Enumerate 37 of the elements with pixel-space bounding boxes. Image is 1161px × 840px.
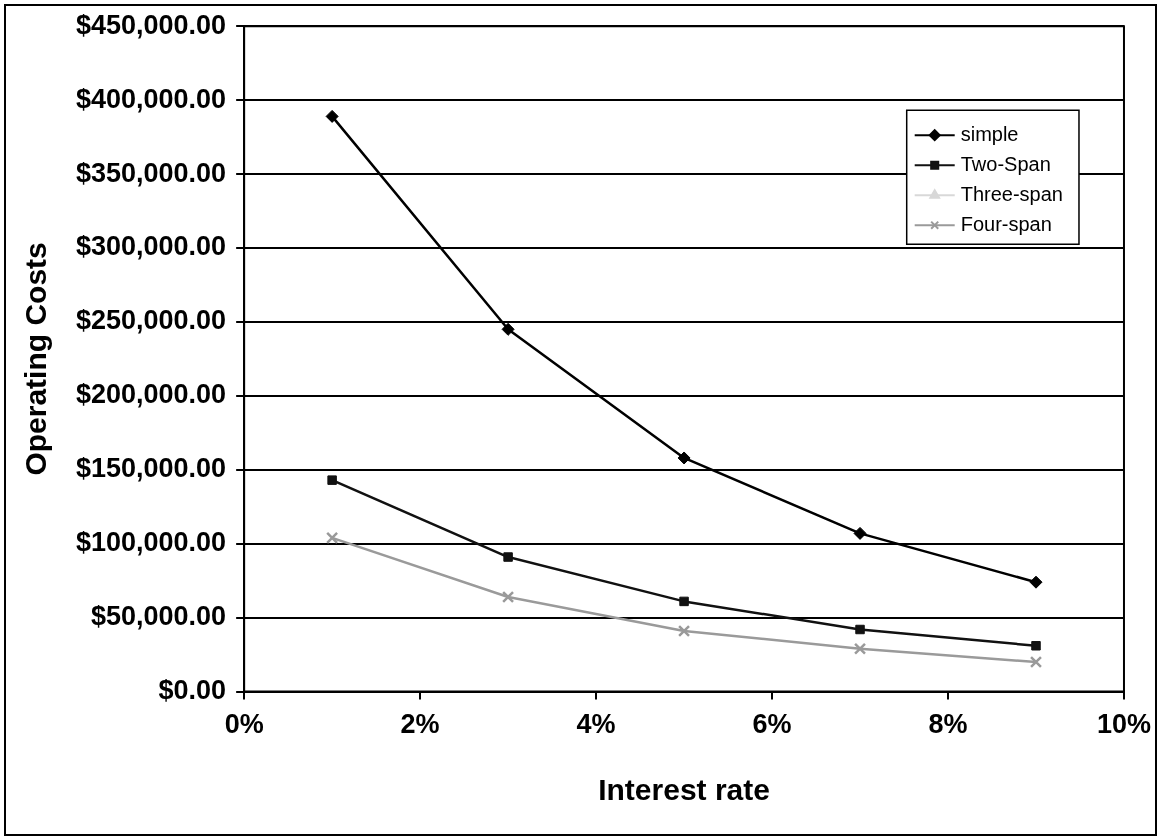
point [503, 552, 513, 562]
point [325, 531, 339, 545]
legend-label: Four-span [960, 212, 1052, 235]
point [677, 624, 691, 638]
point [325, 109, 339, 123]
y-tick-label: $0.00 [158, 675, 227, 706]
point [853, 526, 867, 540]
point [327, 475, 337, 485]
y-tick-label: $200,000.00 [75, 379, 227, 410]
y-tick-label: $450,000.00 [75, 9, 227, 40]
x-tick-label: 2% [400, 709, 440, 740]
x-tick-label: 4% [576, 709, 616, 740]
y-tick-label: $400,000.00 [75, 83, 227, 114]
x-tick-label: 6% [752, 709, 792, 740]
y-axis-title: Operating Costs [19, 242, 53, 476]
legend-label: Two-Span [960, 152, 1051, 175]
y-tick-label: $300,000.00 [75, 231, 227, 262]
point [501, 322, 515, 336]
legend-label: simple [960, 122, 1019, 145]
point [677, 451, 691, 465]
y-tick-label: $100,000.00 [75, 527, 227, 558]
point [1029, 655, 1043, 669]
point [1029, 575, 1043, 589]
point [679, 596, 689, 607]
point [1031, 641, 1041, 651]
y-tick-label: $250,000.00 [75, 305, 227, 336]
y-tick-label: $350,000.00 [75, 157, 227, 188]
x-tick-label: 0% [224, 709, 264, 740]
y-tick-label: $150,000.00 [75, 453, 227, 484]
x-tick-label: 10% [1096, 709, 1151, 740]
point [855, 624, 865, 635]
legend-label: Three-span [960, 182, 1063, 205]
x-tick-label: 8% [928, 709, 968, 740]
y-tick-label: $50,000.00 [91, 601, 227, 632]
point [501, 590, 515, 604]
point [853, 642, 867, 655]
x-axis-title: Interest rate [598, 773, 770, 807]
